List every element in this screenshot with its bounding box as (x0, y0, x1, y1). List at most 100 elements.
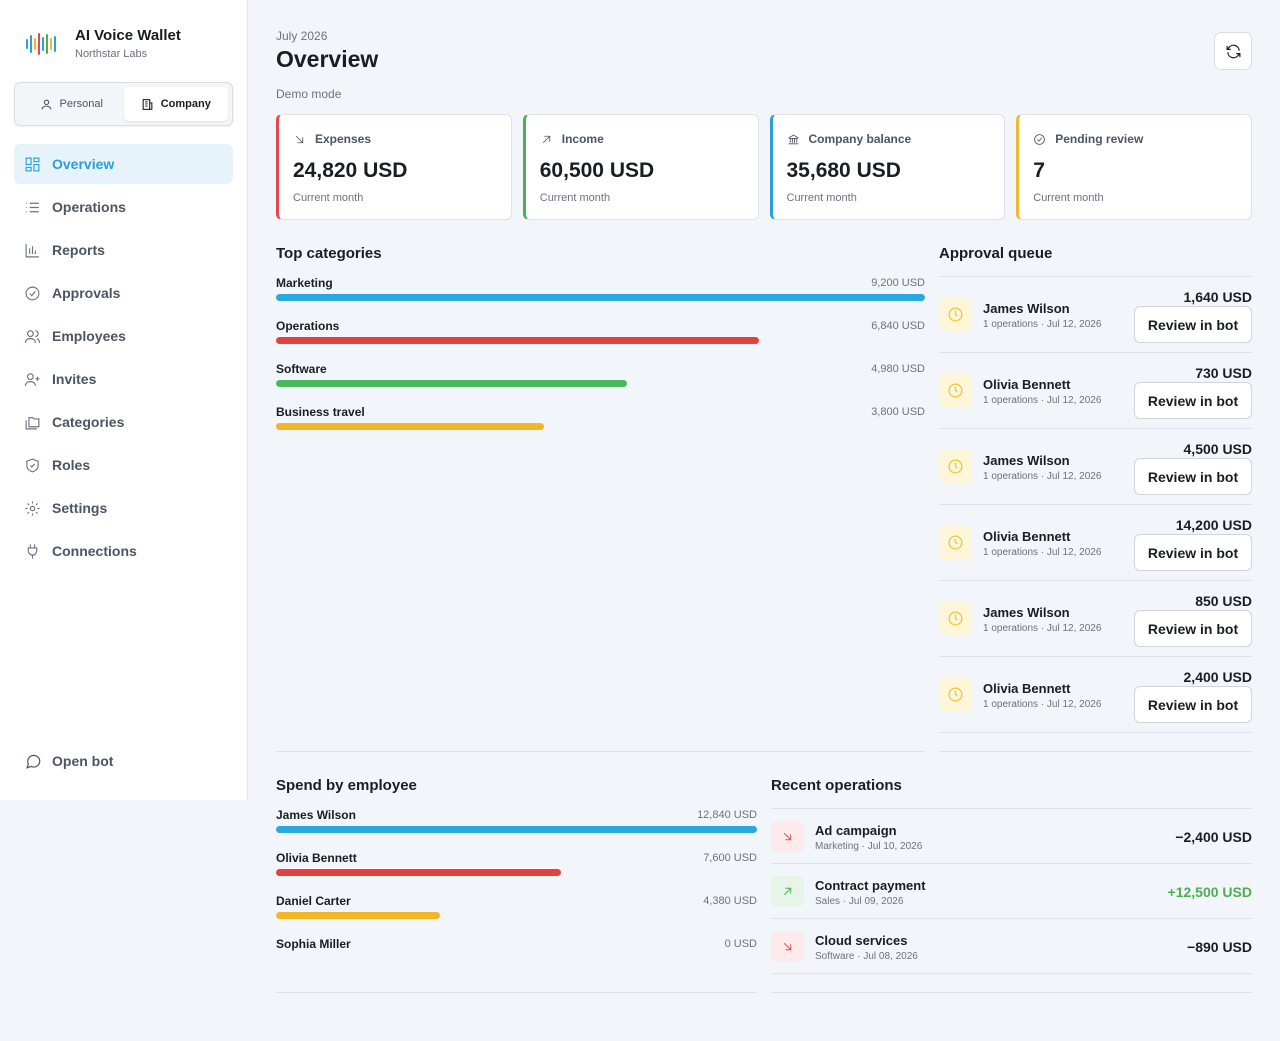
bar-track (276, 912, 757, 919)
approval-row: James Wilson 1 operations · Jul 12, 2026… (939, 581, 1252, 657)
approval-meta: 1 operations · Jul 12, 2026 (983, 699, 1102, 710)
employee-bar (276, 912, 441, 919)
category-amount: 6,840 USD (871, 320, 925, 332)
employee-bar (276, 826, 757, 833)
clock-icon (939, 298, 972, 331)
approval-amount: 2,400 USD (1183, 669, 1252, 685)
sidebar-item-operations[interactable]: Operations (14, 187, 233, 227)
open-bot-label: Open bot (52, 753, 114, 769)
stat-card-income: Income 60,500 USD Current month (522, 114, 759, 220)
stat-value: 7 (1033, 159, 1045, 182)
sidebar-nav: Overview Operations Reports Approvals Em… (14, 144, 233, 574)
clock-icon (939, 526, 972, 559)
category-row[interactable]: Business travel 3,800 USD (276, 405, 925, 448)
approval-name: Olivia Bennett (983, 529, 1071, 544)
personal-mode-label: Personal (59, 98, 103, 110)
approval-queue: Approval queue James Wilson 1 operations… (939, 245, 1252, 752)
company-mode-button[interactable]: Company (123, 87, 228, 121)
approval-amount: 1,640 USD (1183, 289, 1252, 305)
bank-icon (787, 134, 799, 144)
arrow-up-right-icon (542, 135, 550, 143)
sidebar-item-label: Operations (52, 199, 126, 215)
employee-name: Sophia Miller (276, 937, 351, 951)
employee-row[interactable]: Olivia Bennett 7,600 USD (276, 851, 757, 894)
sidebar-item-settings[interactable]: Settings (14, 488, 233, 528)
category-name: Operations (276, 319, 340, 333)
category-bar (276, 337, 759, 344)
approval-row: Olivia Bennett 1 operations · Jul 12, 20… (939, 505, 1252, 581)
sidebar-item-connections[interactable]: Connections (14, 531, 233, 571)
mode-toggle: Personal Company (14, 82, 233, 126)
employee-row[interactable]: James Wilson 12,840 USD (276, 808, 757, 851)
stat-cards: Expenses 24,820 USD Current month Income… (276, 114, 1252, 220)
category-amount: 4,980 USD (871, 363, 925, 375)
sidebar: AI Voice Wallet Northstar Labs Personal … (0, 0, 248, 800)
company-mode-label: Company (160, 98, 211, 110)
bar-track (276, 337, 925, 344)
period-label: July 2026 (276, 29, 328, 43)
arrow-down-right-icon (295, 135, 304, 143)
review-in-bot-button[interactable]: Review in bot (1134, 382, 1252, 419)
employee-row[interactable]: Sophia Miller 0 USD (276, 937, 757, 980)
approval-meta: 1 operations · Jul 12, 2026 (983, 319, 1102, 330)
review-in-bot-button[interactable]: Review in bot (1134, 534, 1252, 571)
section-title: Approval queue (939, 245, 1053, 262)
section-title: Recent operations (771, 777, 902, 794)
approval-row: James Wilson 1 operations · Jul 12, 2026… (939, 277, 1252, 353)
clock-icon (939, 602, 972, 635)
operation-row[interactable]: Contract payment Sales · Jul 09, 2026 +1… (771, 864, 1252, 919)
review-in-bot-button[interactable]: Review in bot (1134, 306, 1252, 343)
sidebar-item-overview[interactable]: Overview (14, 144, 233, 184)
personal-mode-button[interactable]: Personal (19, 87, 124, 121)
stat-sub: Current month (1033, 192, 1104, 204)
list-icon (26, 202, 39, 212)
review-in-bot-button[interactable]: Review in bot (1134, 458, 1252, 495)
sidebar-item-reports[interactable]: Reports (14, 230, 233, 270)
sidebar-item-approvals[interactable]: Approvals (14, 273, 233, 313)
approval-name: Olivia Bennett (983, 377, 1071, 392)
stat-sub: Current month (293, 192, 364, 204)
sidebar-item-employees[interactable]: Employees (14, 316, 233, 356)
approval-row: James Wilson 1 operations · Jul 12, 2026… (939, 429, 1252, 505)
arrow-up-right-icon (771, 876, 804, 907)
app-title: AI Voice Wallet (75, 27, 181, 44)
operation-row[interactable]: Ad campaign Marketing · Jul 10, 2026 −2,… (771, 809, 1252, 864)
employee-name: Daniel Carter (276, 894, 351, 908)
stat-sub: Current month (786, 192, 857, 204)
sidebar-item-label: Employees (52, 328, 126, 344)
employee-row[interactable]: Daniel Carter 4,380 USD (276, 894, 757, 937)
users-icon (24, 329, 41, 343)
operation-meta: Marketing · Jul 10, 2026 (815, 841, 923, 852)
category-row[interactable]: Marketing 9,200 USD (276, 276, 925, 319)
category-row[interactable]: Operations 6,840 USD (276, 319, 925, 362)
bar-track (276, 869, 757, 876)
refresh-icon (1226, 44, 1240, 58)
stat-label: Expenses (293, 132, 371, 146)
section-title: Top categories (276, 245, 382, 262)
review-in-bot-button[interactable]: Review in bot (1134, 610, 1252, 647)
check-circle-icon (1034, 133, 1046, 145)
category-name: Marketing (276, 276, 333, 290)
sidebar-item-invites[interactable]: Invites (14, 359, 233, 399)
employee-amount: 4,380 USD (703, 895, 757, 907)
refresh-button[interactable] (1214, 32, 1252, 70)
sidebar-item-roles[interactable]: Roles (14, 445, 233, 485)
bar-track (276, 380, 925, 387)
arrow-down-right-icon (771, 821, 804, 852)
sidebar-item-categories[interactable]: Categories (14, 402, 233, 442)
open-bot-button[interactable]: Open bot (24, 752, 113, 770)
stat-value: 35,680 USD (786, 159, 901, 182)
employee-amount: 12,840 USD (697, 809, 757, 821)
category-name: Software (276, 362, 327, 376)
sidebar-item-label: Settings (52, 500, 108, 516)
approval-meta: 1 operations · Jul 12, 2026 (983, 547, 1102, 558)
category-amount: 3,800 USD (871, 406, 925, 418)
category-row[interactable]: Software 4,980 USD (276, 362, 925, 405)
stat-value: 60,500 USD (539, 159, 655, 182)
folders-icon (25, 416, 40, 429)
review-in-bot-button[interactable]: Review in bot (1134, 686, 1252, 723)
operation-row[interactable]: Cloud services Software · Jul 08, 2026 −… (771, 919, 1252, 974)
chat-bubble-icon (26, 754, 41, 769)
operation-meta: Software · Jul 08, 2026 (815, 951, 918, 962)
approval-row: Olivia Bennett 1 operations · Jul 12, 20… (939, 657, 1252, 733)
